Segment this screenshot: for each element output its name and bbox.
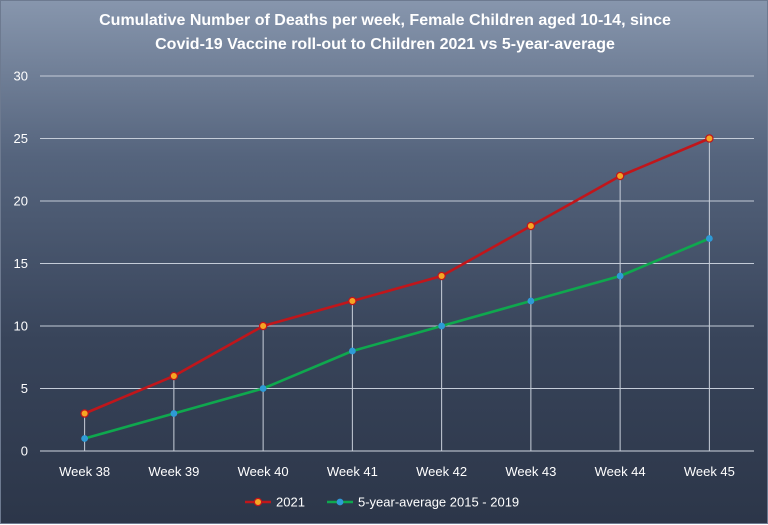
series-point xyxy=(438,322,446,330)
series-point xyxy=(80,409,89,418)
series-point xyxy=(705,134,714,143)
series-point xyxy=(348,296,357,306)
x-tick-label: Week 44 xyxy=(595,464,646,479)
x-tick-label: Week 45 xyxy=(684,464,735,479)
series-point xyxy=(616,272,624,280)
chart-title: Cumulative Number of Deaths per week, Fe… xyxy=(1,9,768,57)
y-tick-label: 25 xyxy=(14,131,28,146)
legend-label: 2021 xyxy=(276,495,305,510)
series-point xyxy=(259,385,267,392)
series-point xyxy=(437,271,446,281)
series-line-1 xyxy=(84,137,710,415)
y-tick-label: 15 xyxy=(14,256,28,271)
y-tick-label: 30 xyxy=(14,69,28,84)
series-point xyxy=(705,235,713,242)
series-point xyxy=(526,221,536,231)
series-point xyxy=(258,321,268,331)
series-point xyxy=(170,410,178,417)
series-point xyxy=(169,371,179,381)
x-tick-label: Week 41 xyxy=(327,464,378,479)
y-tick-label: 20 xyxy=(14,194,28,209)
x-tick-label: Week 43 xyxy=(505,464,556,479)
legend-label: 5-year-average 2015 - 2019 xyxy=(358,495,519,510)
y-tick-label: 0 xyxy=(21,444,28,459)
legend-swatch-marker xyxy=(336,498,344,506)
x-tick-label: Week 40 xyxy=(238,464,289,479)
series-line-2 xyxy=(84,237,710,440)
x-tick-label: Week 38 xyxy=(59,464,110,479)
y-tick-label: 10 xyxy=(14,319,28,334)
chart-title-line-1: Cumulative Number of Deaths per week, Fe… xyxy=(99,12,671,29)
series-point xyxy=(527,297,535,305)
x-tick-label: Week 39 xyxy=(148,464,199,479)
y-tick-label: 5 xyxy=(21,381,28,396)
series-point xyxy=(348,347,356,355)
legend-swatch-marker xyxy=(253,497,263,507)
series-point xyxy=(615,171,625,181)
series-point xyxy=(81,435,89,442)
x-tick-label: Week 42 xyxy=(416,464,467,479)
chart-title-line-2: Covid-19 Vaccine roll-out to Children 20… xyxy=(155,36,615,53)
